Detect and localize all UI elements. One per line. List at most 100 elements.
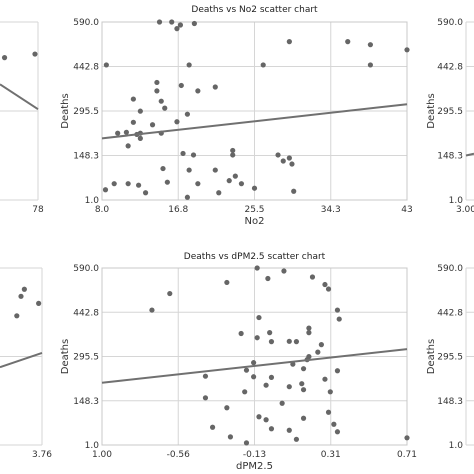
data-point <box>226 178 232 184</box>
data-point <box>162 105 168 111</box>
data-point <box>251 185 258 191</box>
y-tick-label: 295.5 <box>437 353 463 363</box>
data-point <box>251 360 257 366</box>
data-point <box>36 300 42 306</box>
y-tick-label: 590.0 <box>73 18 99 28</box>
y-tick-label: 1.0 <box>85 441 100 451</box>
data-point <box>280 158 286 164</box>
data-point <box>174 119 180 125</box>
data-point <box>224 405 230 411</box>
x-tick-label: 3.76 <box>32 450 52 460</box>
trend-line <box>0 83 39 111</box>
data-point <box>158 98 164 104</box>
plot-frame <box>101 267 408 446</box>
trend-line <box>465 152 474 157</box>
data-point <box>291 188 297 194</box>
data-point <box>136 182 142 188</box>
data-point <box>306 325 312 331</box>
data-point <box>184 194 190 200</box>
y-tick-label: 148.3 <box>437 152 463 162</box>
data-point <box>279 400 285 406</box>
data-point <box>137 135 143 141</box>
data-point <box>186 62 192 68</box>
y-tick-label: 148.3 <box>73 152 99 162</box>
data-point <box>322 376 328 382</box>
data-point <box>281 268 287 274</box>
data-point <box>14 313 20 319</box>
data-point <box>227 434 234 440</box>
data-point <box>300 415 307 421</box>
data-point <box>230 152 236 158</box>
data-point <box>1 55 8 61</box>
data-point <box>142 190 149 196</box>
data-point <box>169 19 175 25</box>
data-point <box>21 286 27 292</box>
y-tick-label: 442.8 <box>437 63 463 73</box>
chart-left-bottom: 3.76 <box>0 267 52 460</box>
data-point <box>334 429 341 435</box>
x-tick-label: 1.00 <box>92 450 112 460</box>
data-point <box>254 335 260 341</box>
data-point <box>256 414 262 420</box>
data-point <box>32 51 38 57</box>
data-point <box>195 181 201 187</box>
data-point <box>191 20 197 27</box>
y-tick-label: 148.3 <box>437 397 463 407</box>
x-tick-label: 78 <box>32 205 44 215</box>
data-point <box>289 161 295 167</box>
data-point <box>102 187 109 193</box>
data-point <box>224 279 230 286</box>
x-tick-label: 16.8 <box>168 205 188 215</box>
chart-right-bottom: 1.0 148.3 295.5 442.8 590.0 Deaths <box>426 264 474 451</box>
data-point <box>238 181 245 187</box>
data-point <box>331 421 337 427</box>
data-point <box>232 173 238 179</box>
y-tick-label: 1.0 <box>449 441 464 451</box>
data-point <box>325 286 332 292</box>
data-point <box>286 155 292 161</box>
data-point <box>184 111 190 117</box>
x-tick-label: 3.00 <box>456 205 474 215</box>
data-point <box>293 339 300 345</box>
data-point <box>336 316 342 322</box>
chart-left-top: 78 <box>0 21 44 215</box>
data-point <box>125 143 131 149</box>
x-axis-label: dPM2.5 <box>236 461 273 472</box>
data-point <box>156 19 163 25</box>
chart-right-top: 1.0 148.3 295.5 442.8 590.0 Deaths 3.00 <box>426 18 474 215</box>
data-point <box>327 389 333 395</box>
y-tick-label: 295.5 <box>73 107 99 117</box>
data-point <box>334 307 341 313</box>
data-point <box>367 62 373 68</box>
data-point <box>167 290 173 297</box>
y-tick-label: 442.8 <box>437 308 463 318</box>
plot-frame <box>101 21 408 201</box>
data-point <box>267 330 273 336</box>
trend-line <box>101 348 408 384</box>
y-axis-label: Deaths <box>60 339 71 374</box>
data-point <box>195 88 201 94</box>
y-tick-label: 590.0 <box>437 18 463 28</box>
data-point <box>154 88 160 94</box>
data-point <box>111 181 117 187</box>
data-point <box>367 42 373 48</box>
data-point <box>149 307 155 313</box>
data-point <box>293 436 300 442</box>
data-point <box>164 179 170 185</box>
data-point <box>299 381 305 387</box>
trend-line <box>101 103 408 140</box>
data-point <box>180 150 186 157</box>
data-point <box>238 330 244 337</box>
x-tick-label: 8.0 <box>95 205 110 215</box>
y-axis-label: Deaths <box>426 93 437 128</box>
data-point <box>286 427 292 433</box>
data-point <box>178 82 184 89</box>
data-point <box>137 108 143 114</box>
x-tick-label: 25.5 <box>244 205 264 215</box>
data-point <box>174 26 180 32</box>
data-point <box>309 274 316 280</box>
chart-title: Deaths vs dPM2.5 scatter chart <box>184 252 326 262</box>
data-point <box>334 368 341 374</box>
x-tick-label: -0.13 <box>243 450 266 460</box>
